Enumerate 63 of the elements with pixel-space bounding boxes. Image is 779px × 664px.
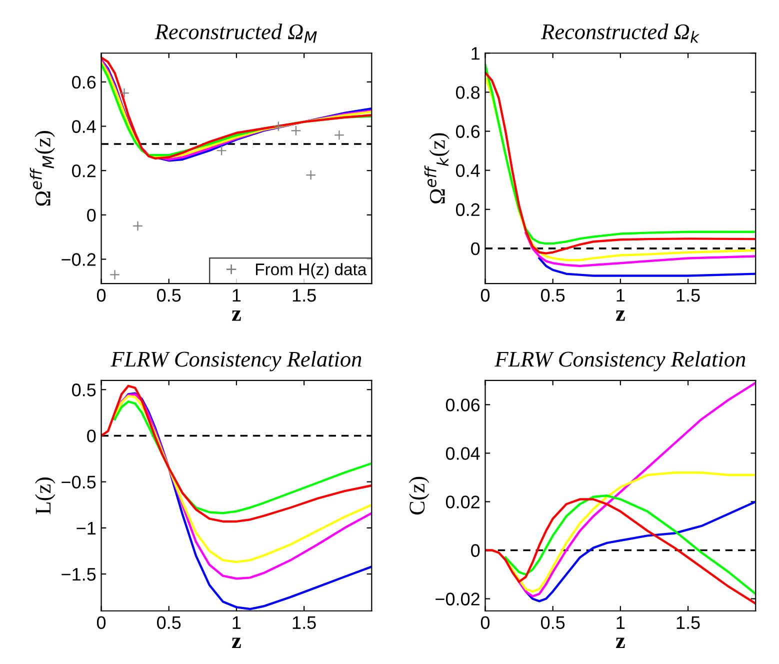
y-tick-label: 0.06 [446,398,480,412]
x-tick-label: 0 [480,616,490,630]
y-axis-title: Ω$^{eff}$$_{k}$(z) [424,133,450,204]
y-tick-label: −1.5 [62,568,96,581]
x-tick-label: 0.5 [157,288,181,302]
line-series [524,232,756,268]
point [110,270,120,280]
y-axis-title: L(z) [35,477,56,514]
x-tick-label: 1 [232,289,241,302]
x-tick-label: 1 [616,289,625,302]
x-tick-label: 0 [96,616,106,630]
y-tick-label: 0.04 [446,447,480,460]
y-tick-label: −1 [76,522,96,534]
x-tick-label: 1.5 [292,289,316,302]
y-tick-label: −0.02 [436,592,480,606]
y-tick-label: −0.2 [62,253,96,266]
y-axis-title: C(z) [408,476,430,514]
point [132,220,143,232]
y-tick-label: 0.02 [446,496,480,508]
y-tick-label: 0.6 [456,125,480,138]
y-tick-label: 0.4 [456,164,480,178]
y-tick-label: 0 [471,242,480,256]
line-series [538,257,756,277]
chart-title: Reconstructed Ω$_{k}$ [540,24,700,43]
x-tick-label: 1 [232,616,241,629]
line-series [485,498,756,605]
y-tick-label: 0.5 [72,384,96,396]
y-tick-label: 0 [87,208,96,222]
point [273,121,284,132]
point [306,170,316,180]
point [216,145,227,156]
y-tick-label: 0.4 [72,120,96,133]
x-tick-label: 0 [480,288,490,302]
x-axis-title: z [616,638,625,648]
y-tick-label: 0.6 [72,76,96,89]
x-tick-label: 0.5 [157,616,181,630]
x-tick-label: 1.5 [676,616,700,630]
y-tick-label: 1 [472,47,480,60]
x-tick-label: 1.5 [676,289,700,302]
y-tick-label: 0 [471,544,480,557]
y-axis-title: Ω$^{eff}$$_{M}$(z) [30,131,55,206]
x-axis-title: z [616,310,625,321]
x-axis-title: z [232,638,241,648]
x-tick-label: 0 [96,288,106,302]
chart-title: FLRW Consistency Relation [494,351,746,372]
line-series [101,384,372,523]
y-tick-label: 0 [87,430,96,442]
y-tick-label: −0.5 [62,476,96,489]
legend-label: From H(z) data [256,263,367,279]
point [290,125,302,136]
x-tick-label: 0.5 [540,288,565,302]
y-tick-label: 0.8 [456,86,480,99]
line-series [504,494,756,596]
chart-title: Reconstructed Ω$_{M}$ [154,24,317,43]
y-tick-label: 0.2 [456,203,480,216]
point [334,130,344,140]
x-tick-label: 0.5 [540,616,565,630]
x-tick-label: 1.5 [292,616,316,630]
x-axis-title: z [232,310,241,321]
y-tick-label: 0.2 [72,164,96,178]
point [119,88,130,98]
x-tick-label: 1 [616,616,625,629]
chart-title: FLRW Consistency Relation [110,351,362,372]
